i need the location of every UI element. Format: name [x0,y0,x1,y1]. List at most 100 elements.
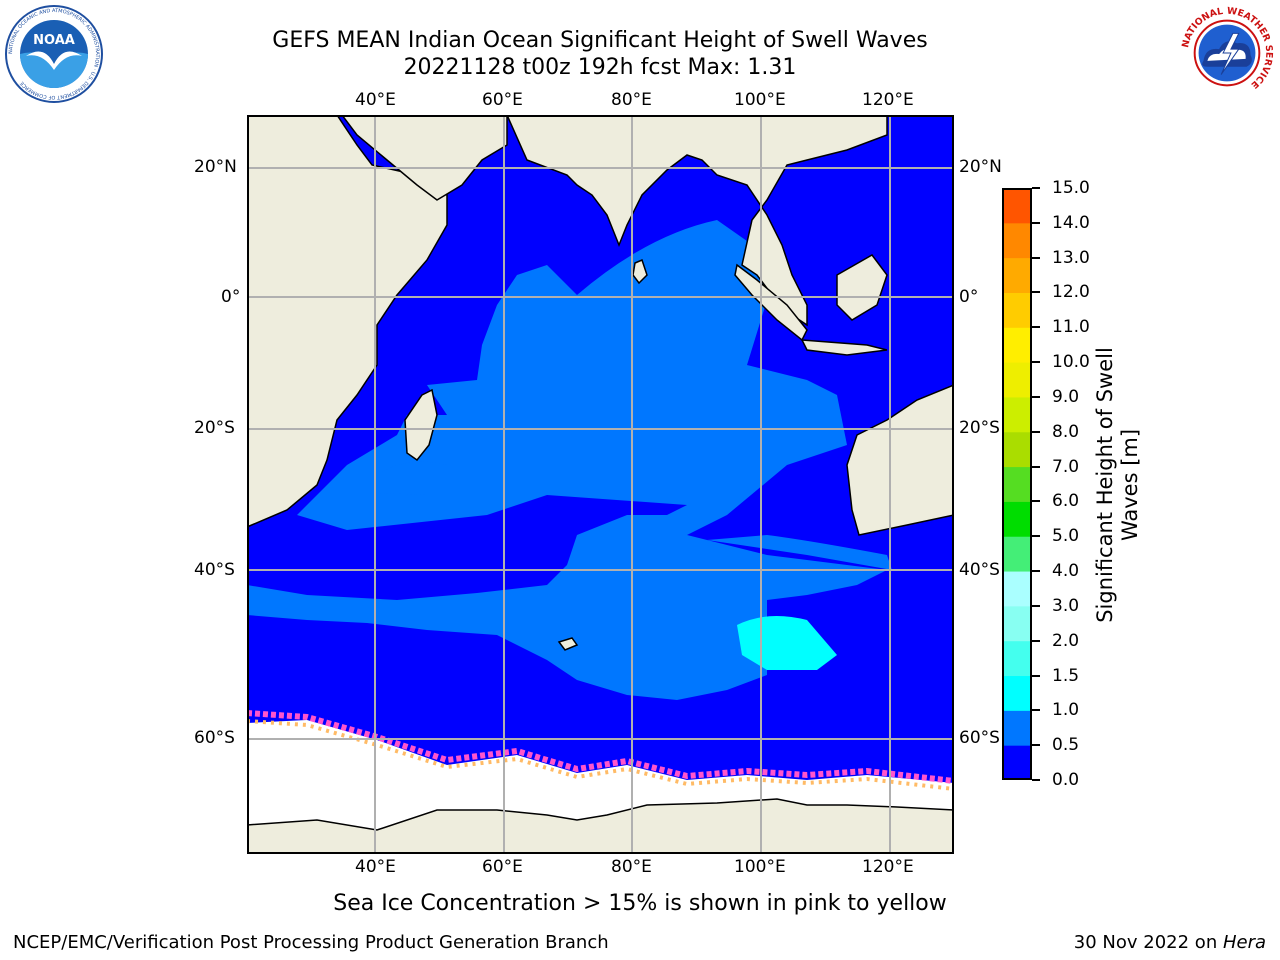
colorbar-tick-mark [1032,604,1040,607]
land-java [800,339,888,356]
colorbar-tick-label: 3.0 [1052,595,1080,616]
colorbar-tick-mark [1032,256,1040,259]
colorbar-segment [1002,222,1032,259]
colorbar-tick-mark [1032,326,1040,329]
colorbar-segment [1002,501,1032,537]
colorbar-segment [1002,188,1032,224]
colorbar-tick-label: 1.5 [1052,665,1080,686]
colorbar-segment [1002,292,1032,328]
colorbar-tick-mark [1032,430,1040,433]
colorbar-label-line2: Waves [m] [1118,428,1142,542]
colorbar-tick-label: 12.0 [1052,282,1090,303]
lon-tick-top: 80°E [611,90,652,110]
colorbar-segment [1002,745,1032,780]
chart-title: GEFS MEAN Indian Ocean Significant Heigh… [272,28,928,53]
map-border [247,115,954,854]
colorbar-tick-label: 5.0 [1052,526,1080,547]
colorbar-tick-mark [1032,465,1040,468]
colorbar-tick-label: 2.0 [1052,630,1080,651]
lat-tick-right: 40°S [959,560,1000,580]
colorbar-tick-label: 7.0 [1052,456,1080,477]
colorbar-segment [1002,675,1032,711]
colorbar-tick-mark [1032,361,1040,364]
colorbar-tick-label: 9.0 [1052,386,1080,407]
colorbar-segment [1002,257,1032,293]
land-madagascar [404,388,438,462]
lat-tick-left: 20°S [194,418,235,438]
lon-tick-bottom: 40°E [355,857,396,877]
colorbar-tick-mark [1032,395,1040,398]
swell-height-map [247,115,954,854]
sea-ice-edge [247,719,954,791]
colorbar-tick-label: 14.0 [1052,212,1090,233]
colorbar-label-line1: Significant Height of Swell [1093,347,1117,623]
colorbar-segment [1002,327,1032,363]
land-borneo [836,254,888,321]
sea-ice-note: Sea Ice Concentration > 15% is shown in … [333,891,947,916]
land-africa [247,115,448,528]
lat-tick-left: 20°N [194,157,237,177]
lon-tick-bottom: 100°E [734,857,786,877]
colorbar-tick-mark [1032,570,1040,573]
swell-zone-mid [247,220,887,700]
colorbar-segment [1002,710,1032,746]
colorbar-segment [1002,431,1032,468]
colorbar-label: Significant Height of Swell Waves [m] [1093,347,1143,623]
colorbar-tick-label: 1.0 [1052,700,1080,721]
lon-tick-top: 120°E [862,90,914,110]
noaa-logo-text: NOAA [33,33,75,48]
chart-subtitle: 20221128 t00z 192h fcst Max: 1.31 [403,55,797,80]
land-australia [846,384,954,536]
sea-ice-edge [247,710,954,784]
colorbar-segment [1002,605,1032,642]
lat-tick-right: 20°S [959,418,1000,438]
map-graticule [247,115,954,854]
colorbar-tick-label: 8.0 [1052,421,1080,442]
land-arabia [341,115,508,201]
lat-tick-right: 20°N [959,157,1002,177]
colorbar-segment [1002,640,1032,677]
colorbar-segment [1002,466,1032,502]
lat-tick-left: 0° [221,287,241,307]
lat-tick-right: 0° [959,287,979,307]
credit-date-text: 30 Nov 2022 on [1073,932,1223,953]
colorbar-tick-label: 11.0 [1052,317,1090,338]
colorbar-tick-label: 4.0 [1052,561,1080,582]
colorbar-tick-label: 13.0 [1052,247,1090,268]
credit-branch: NCEP/EMC/Verification Post Processing Pr… [13,932,609,953]
lon-tick-top: 60°E [482,90,523,110]
colorbar-tick-mark [1032,779,1040,781]
colorbar-tick-mark [1032,674,1040,677]
colorbar-tick-mark [1032,744,1040,747]
swell-zone-mid [377,461,467,495]
land-kerguelen [557,637,579,651]
lon-tick-bottom: 80°E [611,857,652,877]
lat-tick-left: 60°S [194,728,235,748]
credit-machine: Hera [1222,932,1266,953]
colorbar [1002,188,1032,780]
swell-zone-mid [707,535,892,570]
colorbar-tick-mark [1032,221,1040,224]
colorbar-segment [1002,536,1032,572]
colorbar-tick-label: 0.0 [1052,770,1080,790]
colorbar-tick-label: 6.0 [1052,491,1080,512]
colorbar-segment [1002,362,1032,398]
land-sri-lanka [632,258,648,285]
nws-logo: NATIONAL WEATHER SERVICE [1179,6,1274,101]
colorbar-tick-mark [1032,500,1040,503]
colorbar-tick-mark [1032,535,1040,538]
colorbar-segment [1002,396,1032,433]
lon-tick-bottom: 60°E [482,857,523,877]
noaa-logo: NOAA NATIONAL OCEANIC AND ATMOSPHERIC AD… [5,5,103,103]
land-antarctica [247,798,954,854]
colorbar-segment [1002,571,1032,607]
colorbar-tick-label: 10.0 [1052,352,1090,373]
colorbar-tick-mark [1032,291,1040,294]
lon-tick-bottom: 120°E [862,857,914,877]
colorbar-tick-label: 0.5 [1052,735,1080,756]
lon-tick-top: 100°E [734,90,786,110]
colorbar-tick-mark [1032,709,1040,712]
credit-date: 30 Nov 2022 on Hera [1074,932,1266,953]
lat-tick-left: 40°S [194,560,235,580]
colorbar-tick-mark [1032,187,1040,189]
